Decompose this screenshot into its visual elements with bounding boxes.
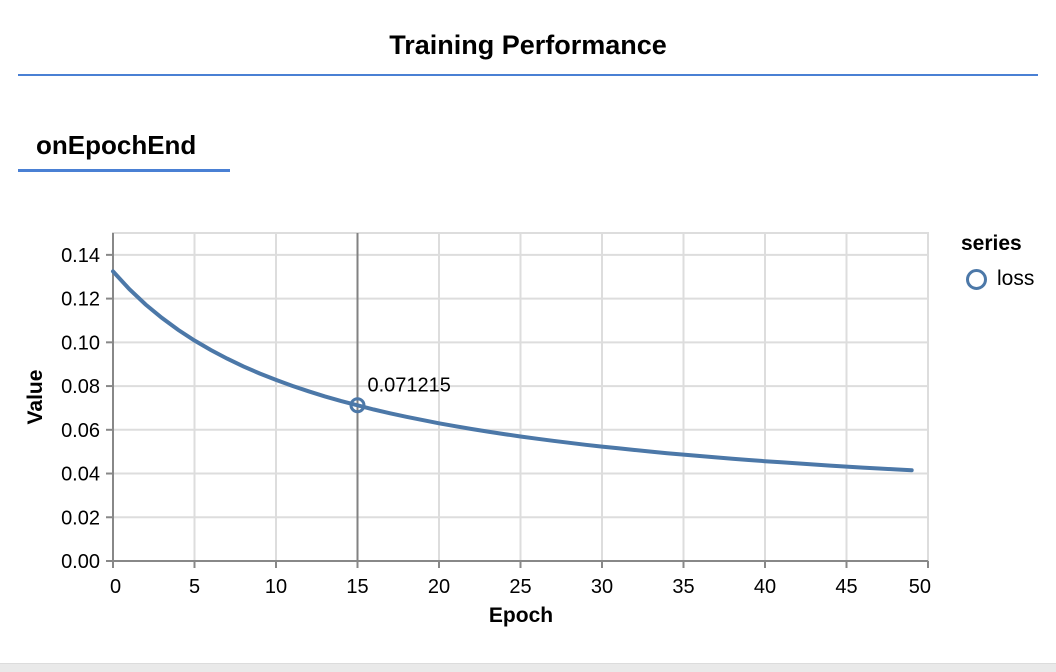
y-tick-label: 0.14 <box>61 245 100 267</box>
y-tick-label: 0.00 <box>61 551 100 573</box>
y-axis-title: Value <box>24 369 47 425</box>
x-tick-label: 0 <box>110 576 121 598</box>
x-tick-label: 35 <box>672 576 694 598</box>
x-tick-label: 45 <box>835 576 857 598</box>
y-tick-label: 0.12 <box>61 289 100 311</box>
next-section-edge <box>0 663 1056 672</box>
section-divider <box>18 169 230 172</box>
x-axis-title: Epoch <box>488 604 554 627</box>
page-title: Training Performance <box>389 30 667 60</box>
x-tick-label: 15 <box>346 576 368 598</box>
x-tick-label: 40 <box>754 576 776 598</box>
y-tick-label: 0.06 <box>61 420 100 442</box>
title-divider <box>18 74 1038 76</box>
x-tick-label: 30 <box>591 576 613 598</box>
x-tick-label: 5 <box>189 576 200 598</box>
legend-item-loss: loss <box>966 267 1034 291</box>
chart-legend: series loss <box>961 232 1034 291</box>
legend-item-label: loss <box>997 267 1035 290</box>
legend-title: series <box>961 232 1022 255</box>
hovered-point-marker[interactable] <box>349 397 366 414</box>
y-tick-label: 0.08 <box>61 376 100 398</box>
x-tick-label: 20 <box>428 576 450 598</box>
x-tick-label: 50 <box>909 576 931 598</box>
tooltip-value: 0.071215 <box>368 374 451 396</box>
x-tick-label: 25 <box>509 576 531 598</box>
loss-series-icon <box>966 268 987 290</box>
y-tick-label: 0.04 <box>61 464 100 486</box>
x-tick-label: 10 <box>265 576 287 598</box>
loss-line <box>111 269 914 473</box>
section-title: onEpochEnd <box>36 130 197 160</box>
y-tick-label: 0.10 <box>61 332 100 354</box>
y-tick-label: 0.02 <box>61 507 100 529</box>
